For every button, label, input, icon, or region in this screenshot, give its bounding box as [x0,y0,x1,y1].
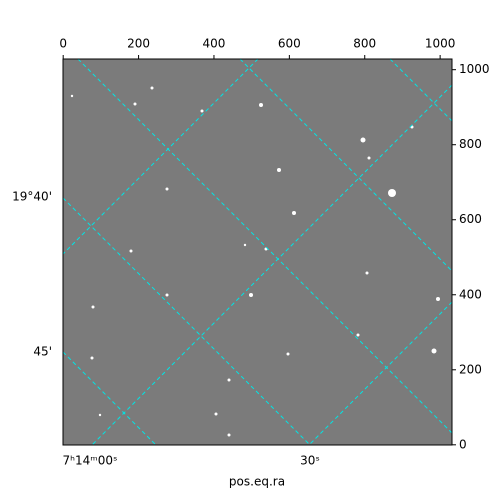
y-tick-label: 400 [459,287,482,301]
x-tick-label: 600 [278,37,301,51]
y-tick-label: 600 [459,212,482,226]
x-tick-label: 0 [59,37,67,51]
y-tick-label: 1000 [459,62,490,76]
frame [62,58,453,446]
x-tick-label: 200 [127,37,150,51]
ra-label: 7ʰ14ᵐ00ˢ [63,454,118,468]
coordinate-grid [63,59,452,445]
dec-label: 19°40' [12,190,52,204]
x-tick-label: 1000 [425,37,456,51]
x-tick-label: 800 [353,37,376,51]
y-tick-label: 800 [459,137,482,151]
y-tick-label: 0 [459,437,467,451]
x-axis-label: pos.eq.ra [229,475,285,489]
y-tick-label: 200 [459,362,482,376]
dec-label: 45' [33,345,52,359]
ra-label: 30ˢ [300,454,320,468]
x-tick-label: 400 [203,37,226,51]
image [63,59,452,445]
stars [70,86,440,437]
